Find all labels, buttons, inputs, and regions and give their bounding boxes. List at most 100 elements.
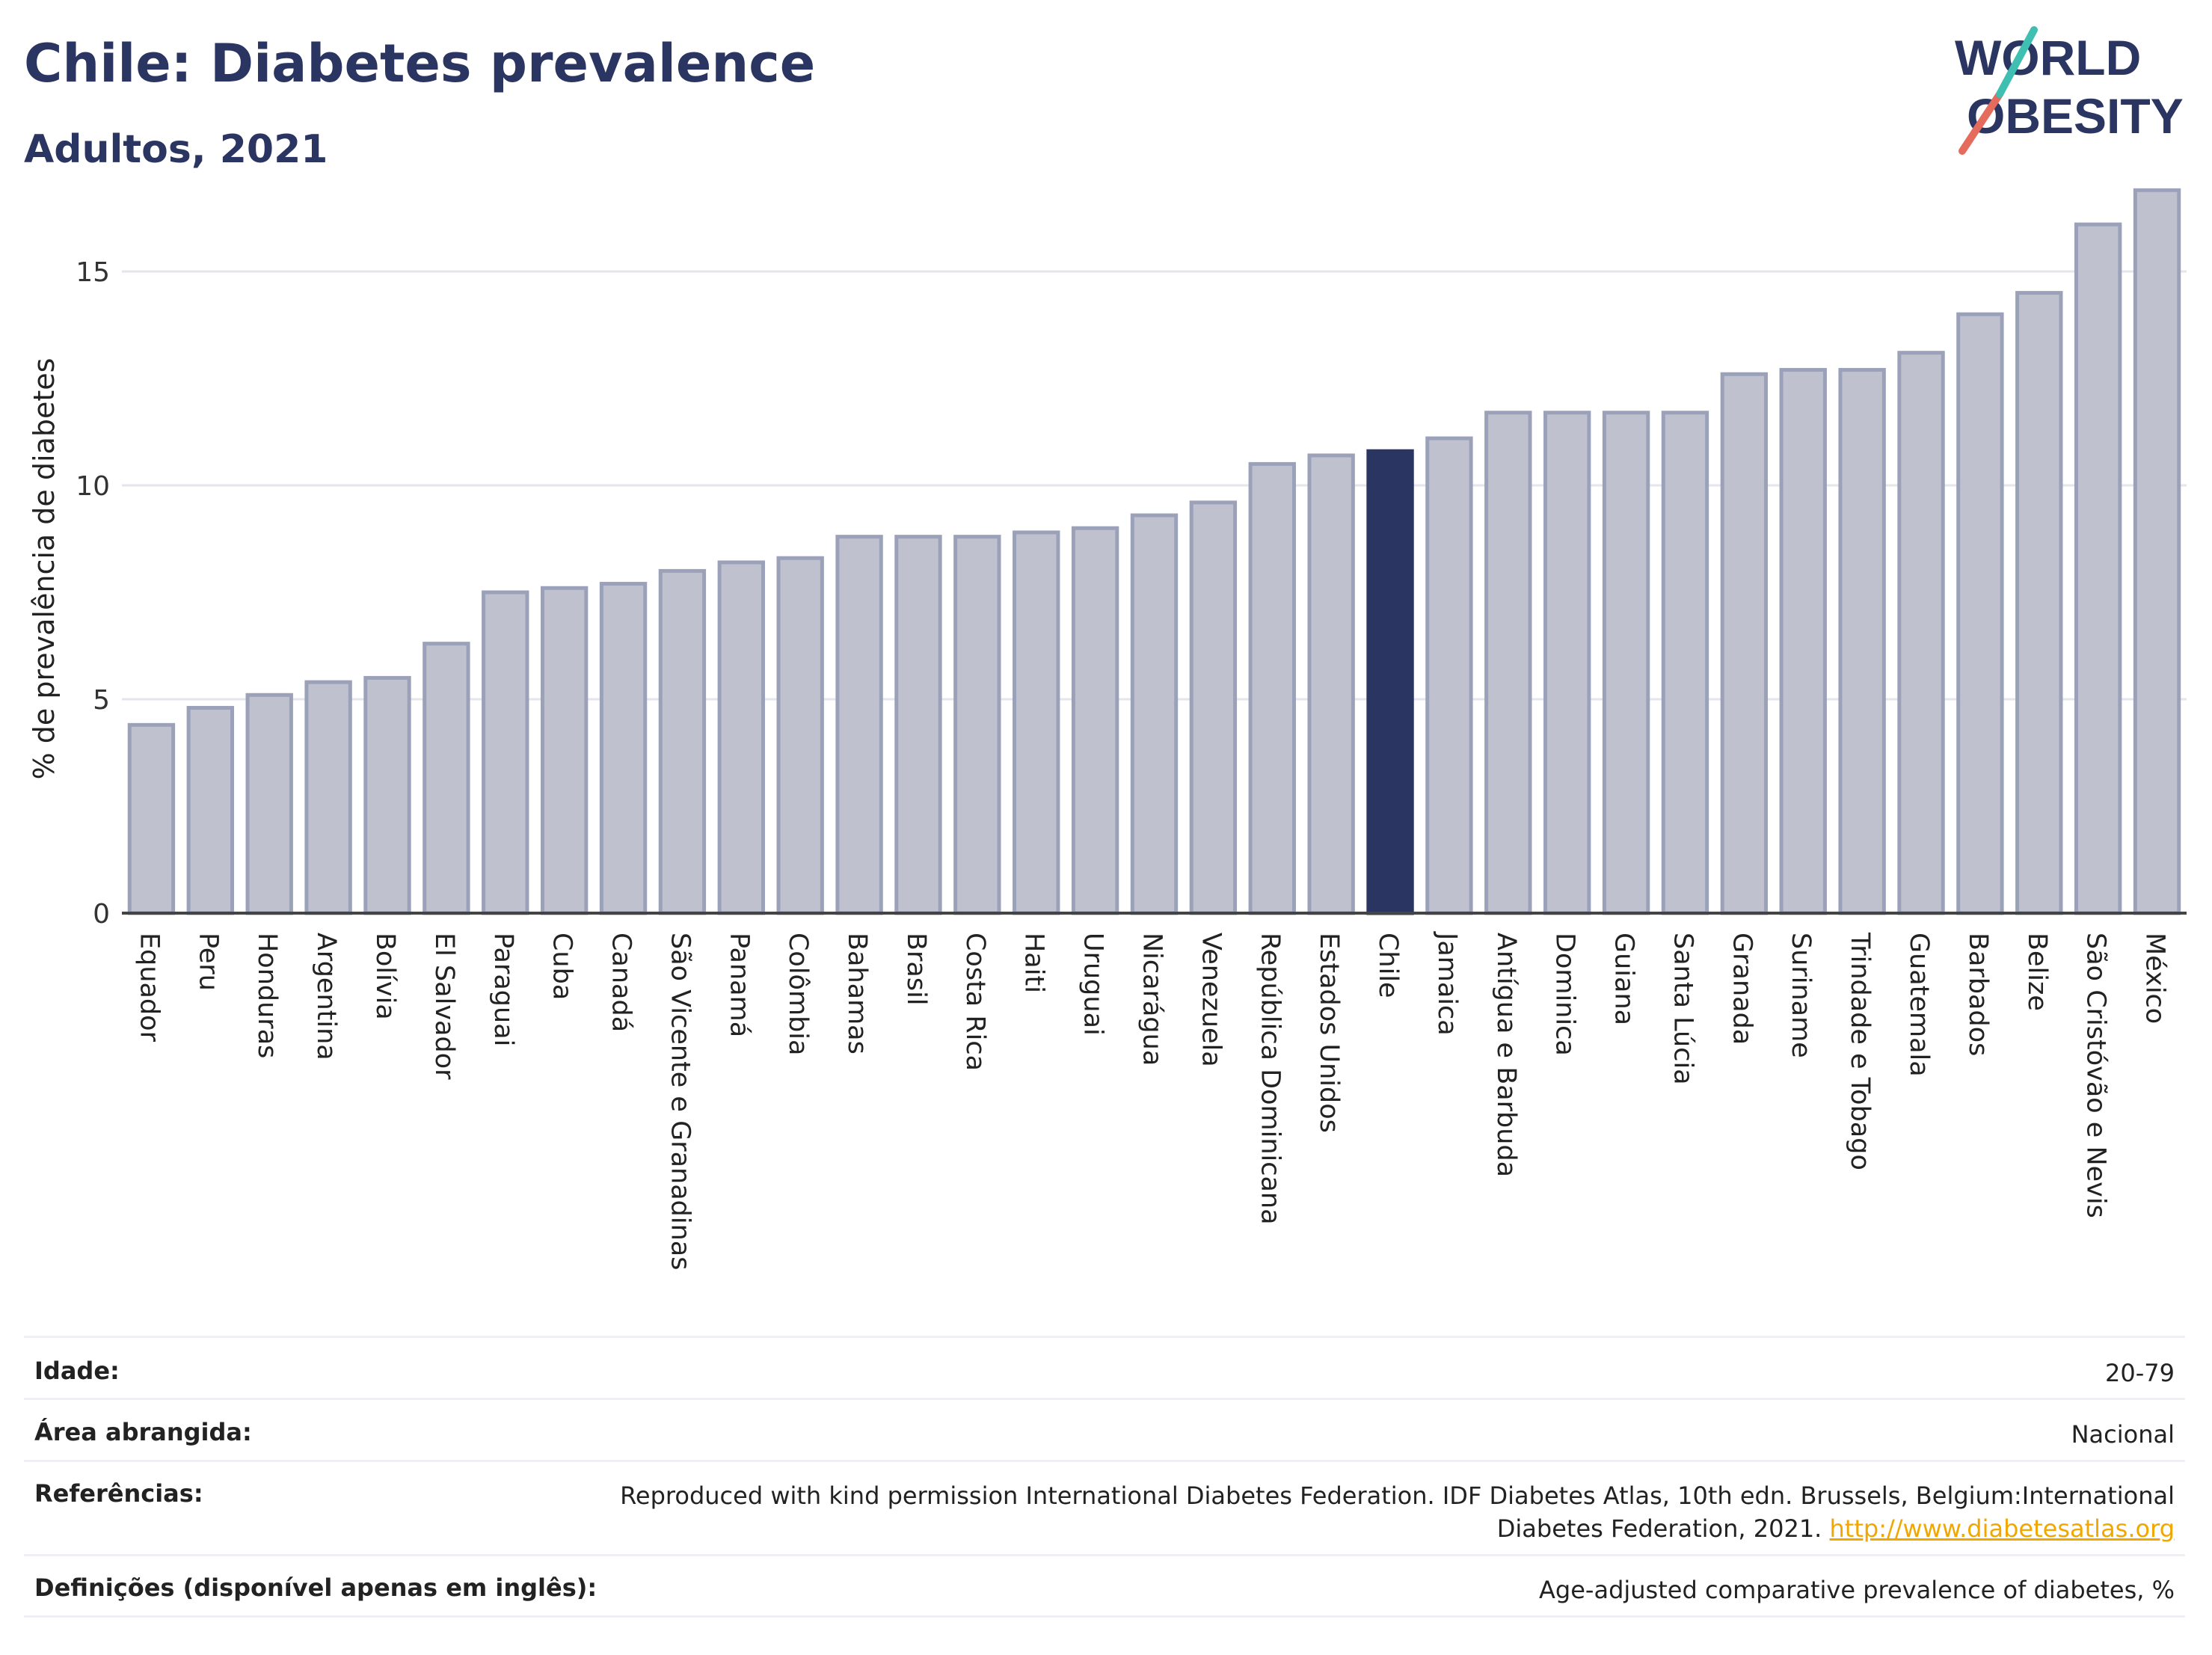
bar-m-xico [2133,188,2181,915]
x-tick-label: Belize [2022,933,2052,1011]
bar-honduras [245,693,293,915]
bar-el-salvador [423,642,470,915]
x-tick-label: Dominica [1550,933,1580,1056]
footer-divider [24,1554,2185,1556]
x-tick-label: Bahamas [842,933,872,1054]
x-tick-label: Jamaica [1432,931,1462,1036]
footer-key-references: Referências: [34,1479,203,1508]
reference-text-line2: Diabetes Federation, 2021. [1496,1514,1822,1543]
bar-suriname [1779,368,1827,915]
x-tick-label: São Cristóvão e Nevis [2081,933,2111,1218]
footer-key-definitions: Definições (disponível apenas em inglês)… [34,1573,597,1602]
bar-venezuela [1189,500,1238,915]
footer-value-definitions: Age-adjusted comparative prevalence of d… [1539,1576,2175,1604]
bar-haiti [1013,530,1060,915]
x-tick-label: Costa Rica [960,933,990,1071]
bar-costa-rica [953,535,1001,915]
x-tick-label: Canadá [606,933,636,1032]
y-tick-label: 5 [93,685,110,716]
x-tick-label: México [2140,933,2170,1024]
x-tick-label: Haiti [1019,933,1049,993]
bar-ant-gua-e-barbuda [1484,411,1532,915]
bar-nicar-gua [1130,513,1179,915]
x-tick-label: Suriname [1786,933,1816,1058]
x-tick-label: Guiana [1609,933,1639,1025]
bar-bahamas [835,535,883,915]
x-tick-label: Antígua e Barbuda [1491,933,1521,1177]
x-tick-label: Uruguai [1078,933,1108,1036]
x-tick-label: El Salvador [429,933,459,1080]
x-tick-label: Honduras [252,933,282,1058]
bar-guiana [1602,411,1650,915]
page-subtitle: Adultos, 2021 [24,127,328,172]
x-tick-label: Equador [134,933,164,1043]
footer-row-area: Área abrangida: Nacional [24,1418,2185,1451]
footer-value-age: 20-79 [2105,1359,2175,1387]
bar-granada [1720,372,1769,915]
x-tick-label: República Dominicana [1255,933,1285,1225]
x-tick-label: Santa Lúcia [1668,933,1698,1085]
footer-row-definitions: Definições (disponível apenas em inglês)… [24,1573,2185,1606]
footer-value-references: Reproduced with kind permission Internat… [620,1479,2175,1545]
bar-santa-l-cia [1661,411,1709,915]
bar-s-o-vicente-e-granadinas [658,568,707,915]
x-tick-label: Barbados [1963,933,1993,1056]
bar-rep-blica-dominicana [1248,461,1296,915]
footer-divider [24,1336,2185,1338]
y-tick-label: 15 [76,257,110,288]
x-tick-label: Panamá [724,933,754,1037]
bar-trindade-e-tobago [1838,368,1886,915]
reference-link[interactable]: http://www.diabetesatlas.org [1829,1514,2175,1543]
bar-belize [2015,291,2063,915]
x-tick-label: Nicarágua [1137,933,1167,1066]
x-tick-label: Peru [193,933,223,991]
x-tick-label: Granada [1727,933,1757,1045]
bar-panam- [717,560,765,915]
svg-text:OBESITY: OBESITY [1967,88,2184,144]
x-tick-label: Argentina [311,933,341,1060]
x-tick-label: Cuba [547,933,577,1000]
bar-paraguai [482,590,529,915]
bar-chile [1366,449,1414,915]
y-axis-label: % de prevalência de diabetes [28,358,61,780]
bar-canad- [599,582,648,915]
reference-text-line1: Reproduced with kind permission Internat… [620,1481,2175,1510]
bar-peru [186,705,235,915]
bar-cuba [540,586,589,915]
x-tick-label: Venezuela [1196,933,1226,1067]
page-title: Chile: Diabetes prevalence [24,33,816,94]
bar-estados-unidos [1307,453,1355,915]
footer-divider [24,1398,2185,1400]
x-tick-label: São Vicente e Granadinas [665,933,695,1271]
svg-text:WORLD: WORLD [1955,30,2141,85]
world-obesity-logo: WORLD OBESITY [1955,26,2184,155]
x-tick-label: Colômbia [783,933,813,1055]
bar-argentina [304,680,352,915]
bar-guatemala [1897,351,1945,915]
footer-divider [24,1460,2185,1462]
x-tick-label: Estados Unidos [1314,933,1344,1133]
bar-uruguai [1071,526,1119,915]
x-tick-label: Chile [1373,933,1403,998]
bar-bol-via [363,675,411,915]
x-tick-label: Guatemala [1904,933,1934,1077]
bar-dominica [1543,411,1591,915]
bar-s-o-crist-v-o-e-nevis [2074,222,2122,915]
y-tick-label: 10 [76,471,110,502]
footer-key-area: Área abrangida: [34,1418,252,1446]
bar-barbados [1956,312,2004,915]
x-tick-label: Trindade e Tobago [1845,932,1875,1170]
x-tick-label: Paraguai [488,933,518,1046]
footer-row-age: Idade: 20-79 [24,1357,2185,1390]
footer-key-age: Idade: [34,1357,120,1385]
x-tick-label: Bolívia [370,933,400,1020]
footer-divider [24,1615,2185,1618]
bar-col-mbia [776,556,824,915]
y-tick-label: 0 [93,899,110,930]
footer-value-area: Nacional [2071,1420,2175,1449]
bar-brasil [894,535,942,915]
x-tick-label: Brasil [901,933,931,1006]
bar-chart: 0 5 10 15 Equador Peru Honduras Argentina Bolív… [28,188,2187,1271]
footer-row-references: Referências: Reproduced with kind permis… [24,1479,2185,1547]
bar-jamaica [1425,436,1473,915]
